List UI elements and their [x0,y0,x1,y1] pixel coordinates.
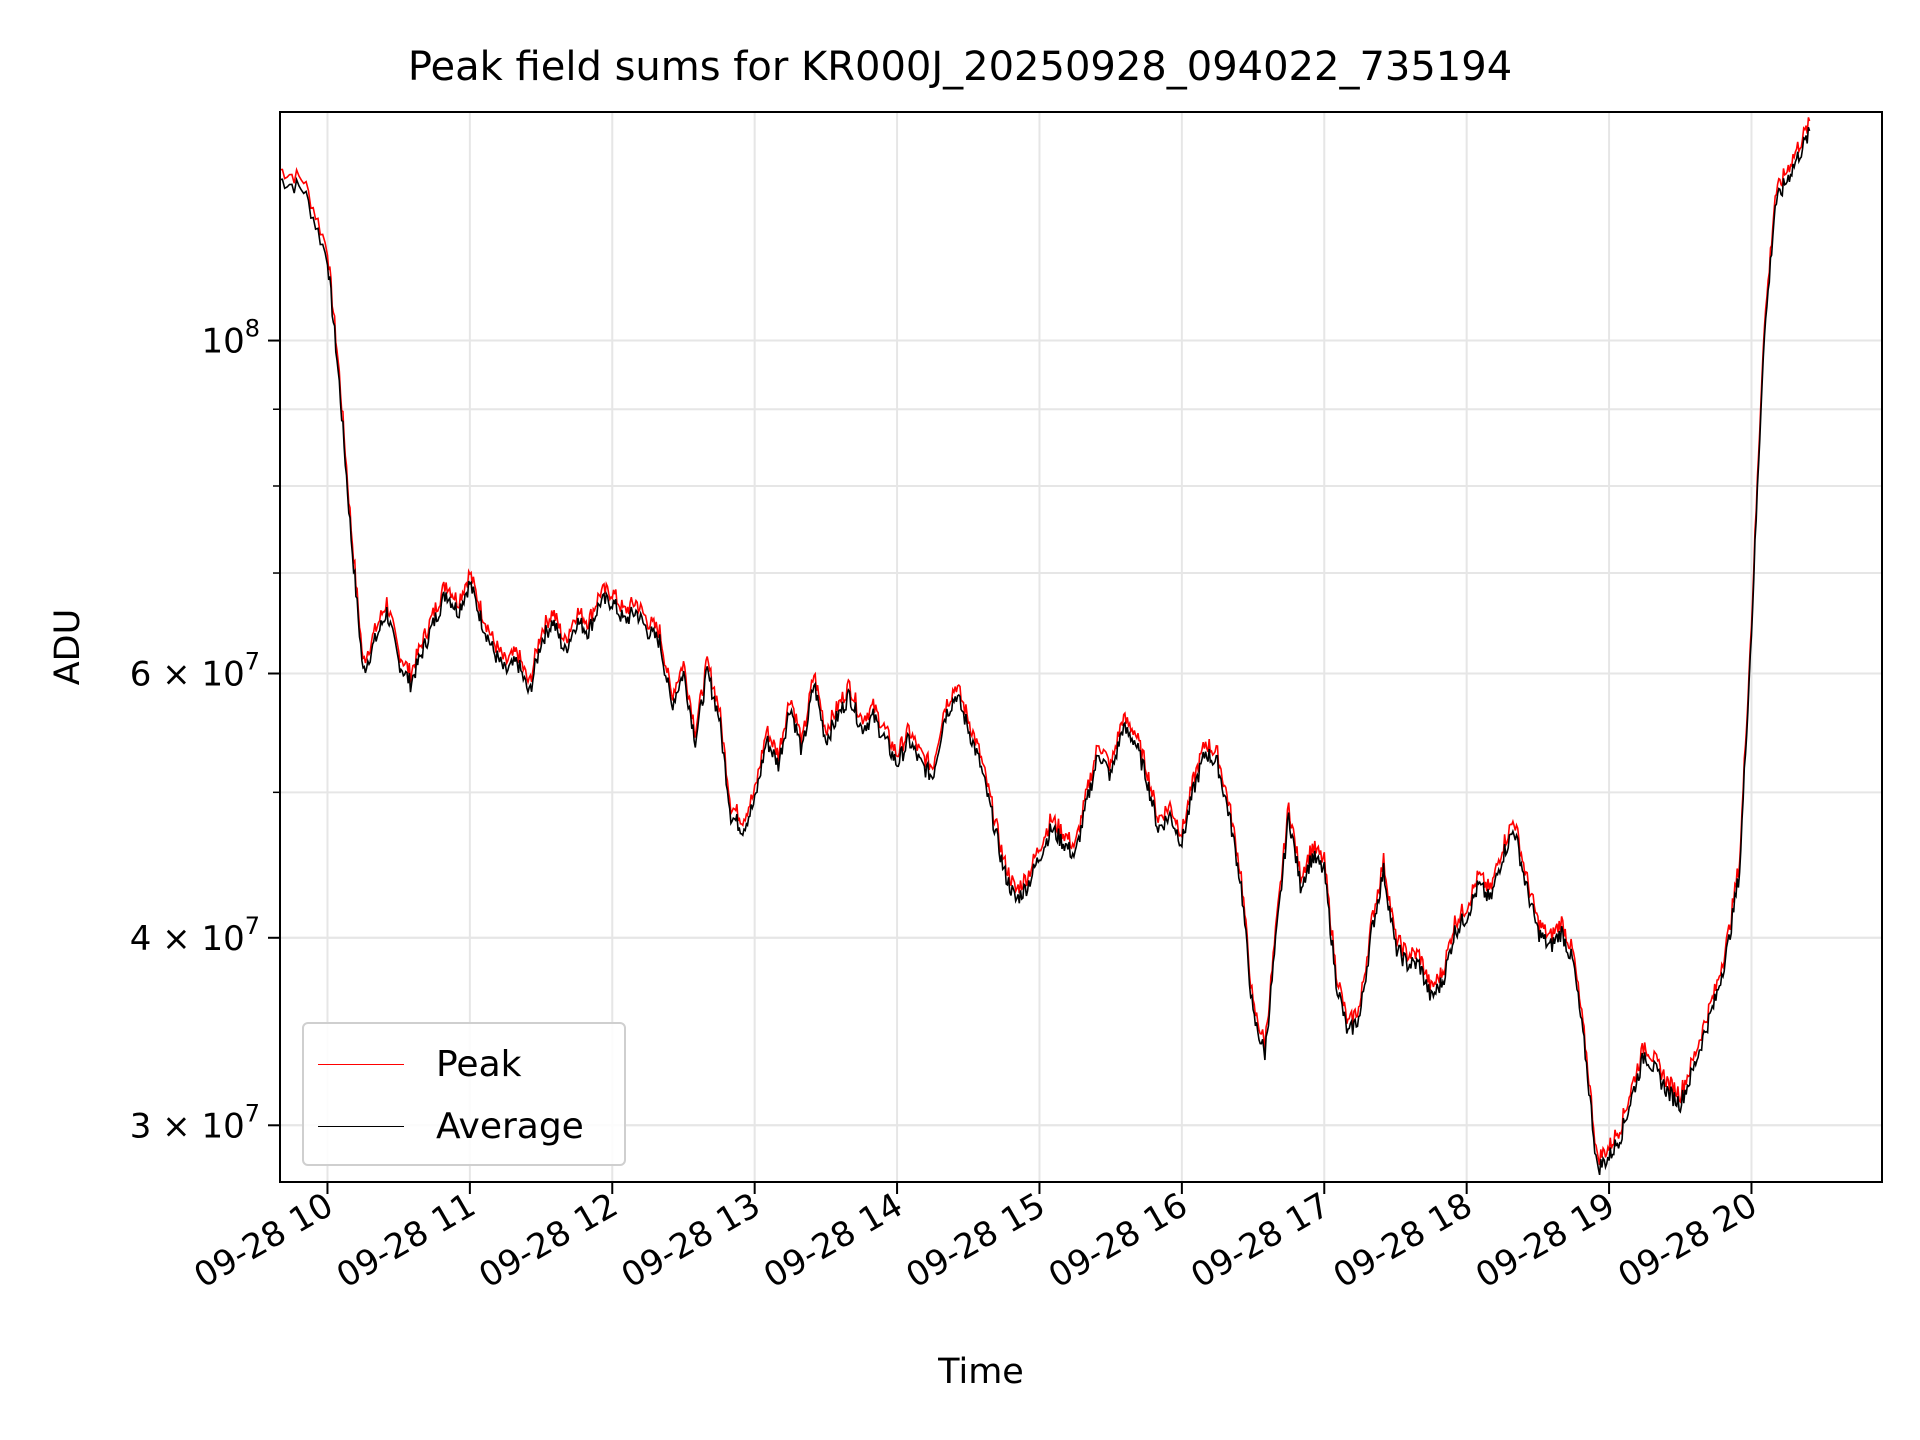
x-tick-label: 09-28 15 [900,1185,1052,1296]
x-tick-label: 09-28 17 [1184,1185,1336,1296]
x-tick-label: 09-28 20 [1612,1185,1764,1296]
legend-swatch-average [318,1125,404,1127]
x-tick-label: 09-28 16 [1042,1185,1194,1296]
y-tick-label: 6 × 107 [130,648,260,695]
grid-lines [280,112,1882,1182]
series-line-average [279,126,1811,1176]
plot-frame [279,111,1883,1183]
y-tick-label: 108 [201,315,260,362]
y-axis: 3 × 107 4 × 107 6 × 107 108 [130,315,280,1146]
x-tick-label: 09-28 18 [1327,1185,1479,1296]
y-tick-label: 4 × 107 [130,912,260,959]
series-lines [279,117,1811,1176]
x-tick-label: 09-28 13 [615,1185,767,1296]
legend-swatch-peak [318,1063,404,1065]
x-tick-label: 09-28 14 [757,1185,909,1296]
series-line-peak [279,117,1811,1166]
legend-item-peak: Peak [318,1043,522,1085]
chart-title: Peak field sums for KR000J_20250928_0940… [407,44,1513,90]
y-tick-label: 3 × 107 [130,1099,260,1146]
x-tick-label: 09-28 10 [188,1185,340,1296]
legend: Peak Average [302,1022,626,1166]
x-tick-label: 09-28 11 [330,1185,482,1296]
legend-label-average: Average [436,1105,584,1147]
x-tick-label: 09-28 12 [472,1185,624,1296]
x-axis-label: Time [938,1352,1024,1392]
y-axis-label: ADU [48,608,88,686]
legend-label-peak: Peak [436,1043,522,1085]
legend-item-average: Average [318,1105,584,1147]
x-tick-label: 09-28 19 [1469,1185,1621,1296]
